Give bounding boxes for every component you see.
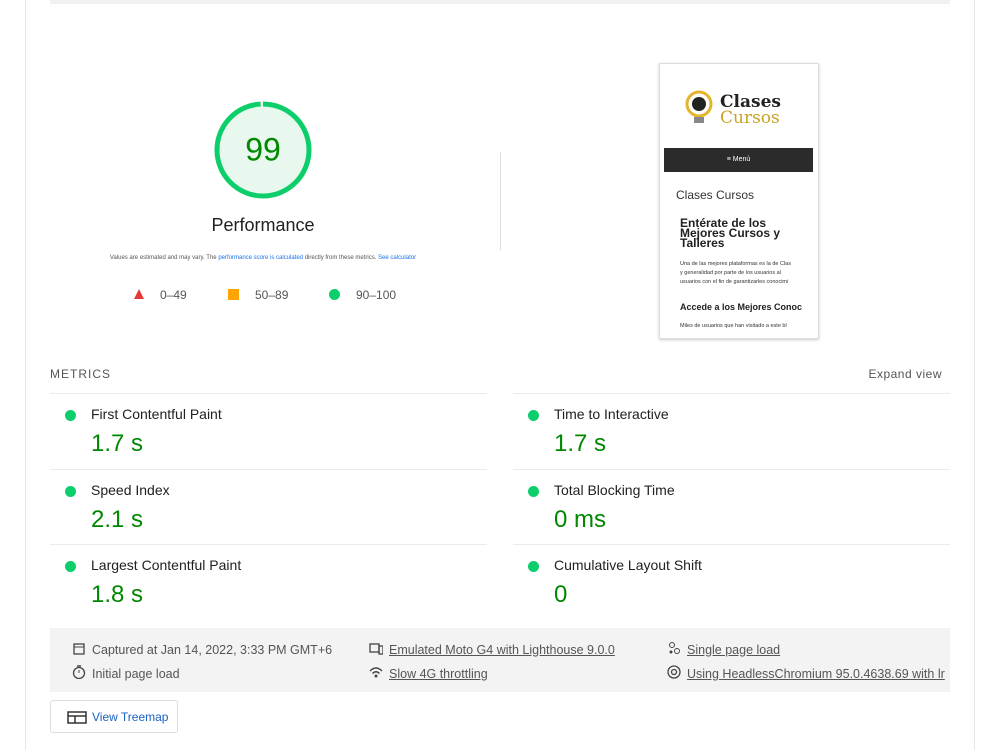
note-link[interactable]: performance score is calculated <box>218 255 304 261</box>
runtime-item: Single page load <box>667 641 780 658</box>
logo-text: Cursos <box>720 108 780 128</box>
expand-view[interactable]: Expand view <box>868 367 942 381</box>
logo-text: Clases <box>720 92 781 112</box>
treemap-icon <box>67 711 87 724</box>
icon <box>667 665 681 679</box>
metric: Time to Interactive 1.7 s <box>513 393 950 469</box>
runtime-icon <box>369 665 383 682</box>
gauge-score: 99 <box>245 131 281 167</box>
metric-name: First Contentful Paint <box>91 406 222 422</box>
metric-name: Cumulative Layout Shift <box>554 557 702 573</box>
runtime-item: Slow 4G throttling <box>369 665 488 682</box>
metric-value: 1.8 s <box>91 581 144 608</box>
score-note: Values are estimated and may vary. The p… <box>63 255 463 261</box>
metrics-title: METRICS <box>50 367 111 381</box>
metric: Speed Index 2.1 s <box>50 468 487 545</box>
menu-label: Menú <box>732 156 751 163</box>
metric-name: Total Blocking Time <box>554 481 675 498</box>
metric-value: 0 <box>554 581 568 608</box>
heading: Entérate de los Mejores Cursos y Tallere… <box>680 216 781 250</box>
runtime-icon <box>369 641 384 658</box>
icon <box>669 642 680 654</box>
status-dot <box>528 561 539 572</box>
gauge: 99 <box>214 101 312 199</box>
status-dot <box>65 485 76 497</box>
runtime-text: Captured at Jan 14, 2022, 3:33 PM GMT+6 <box>92 642 333 657</box>
metric: First Contentful Paint 1.7 s <box>50 393 487 469</box>
runtime-icon <box>72 641 86 658</box>
runtime-icon <box>72 665 86 682</box>
pass-icon <box>329 289 340 300</box>
metric-name: Time to Interactive <box>554 406 669 422</box>
runtime-text: Emulated Moto G4 with Lighthouse 9.0.0 <box>389 642 615 657</box>
icon <box>369 643 384 655</box>
status-dot <box>65 410 76 421</box>
metric-name: Largest Contentful Paint <box>91 557 242 573</box>
paragraph-line: y generalidad por parte de los usuarios … <box>680 270 781 276</box>
runtime-icon <box>667 665 681 682</box>
metric: Largest Contentful Paint 1.8 s <box>50 544 487 620</box>
average-icon <box>228 289 239 300</box>
divider <box>500 152 501 250</box>
runtime-text: Using HeadlessChromium 95.0.4638.69 with… <box>687 666 945 681</box>
status-dot <box>65 561 76 572</box>
runtime-item: Initial page load <box>72 665 180 682</box>
gauge-bg <box>217 104 309 196</box>
metric-value: 0 ms <box>554 505 607 533</box>
runtime-icon <box>667 641 681 658</box>
paragraph: Una de las mejores plataformas es la de … <box>680 260 791 287</box>
metric-value: 1.7 s <box>91 430 144 457</box>
legend-label: 50–89 <box>255 288 289 302</box>
status-dot <box>528 485 539 497</box>
gauge-label: Performance <box>211 215 315 235</box>
runtime-item: Using HeadlessChromium 95.0.4638.69 with… <box>667 665 945 682</box>
menu-bar[interactable]: ≡ Menú <box>664 148 813 172</box>
footer-text: Miles de usuarios que han visitado a est… <box>680 323 787 329</box>
top-bar <box>50 0 950 4</box>
icon <box>369 667 383 678</box>
metric-value: 2.1 s <box>91 505 144 533</box>
metric-value: 1.7 s <box>554 430 607 457</box>
metric: Total Blocking Time 0 ms <box>513 468 950 545</box>
frame <box>25 0 975 750</box>
legend-label: 90–100 <box>356 288 397 302</box>
icon <box>72 665 86 680</box>
logo-bulb <box>685 90 713 123</box>
runtime-text: Single page load <box>687 642 781 657</box>
gauge-arc <box>214 101 312 199</box>
note-text: Values are estimated and may vary. The <box>109 255 217 261</box>
status-dot <box>528 410 539 421</box>
legend-label: 0–49 <box>160 288 187 302</box>
site-title: Clases Cursos <box>676 188 755 202</box>
runtime-item: Emulated Moto G4 with Lighthouse 9.0.0 <box>369 641 615 658</box>
screenshot: Clases Cursos ≡ Menú Clases Cursos Entér… <box>659 63 819 339</box>
icon <box>73 643 85 655</box>
treemap-button[interactable]: View Treemap <box>50 700 178 733</box>
treemap-label: View Treemap <box>92 710 169 724</box>
metric-name: Speed Index <box>91 481 170 498</box>
note-text: directly from these metrics. <box>304 255 377 261</box>
runtime-text: Slow 4G throttling <box>389 666 488 681</box>
note-link[interactable]: See calculator <box>378 255 417 261</box>
runtime-text: Initial page load <box>92 666 180 681</box>
runtime-item: Captured at Jan 14, 2022, 3:33 PM GMT+6 <box>72 641 332 658</box>
runtime-box <box>50 628 950 692</box>
paragraph-line: Una de las mejores plataformas es la de … <box>680 261 791 267</box>
metric: Cumulative Layout Shift 0 <box>513 544 950 620</box>
subheading: Accede a los Mejores Conoc <box>680 302 803 312</box>
paragraph-line: usuarios con el fin de garantizarles con… <box>680 279 789 285</box>
fail-icon <box>134 289 144 299</box>
